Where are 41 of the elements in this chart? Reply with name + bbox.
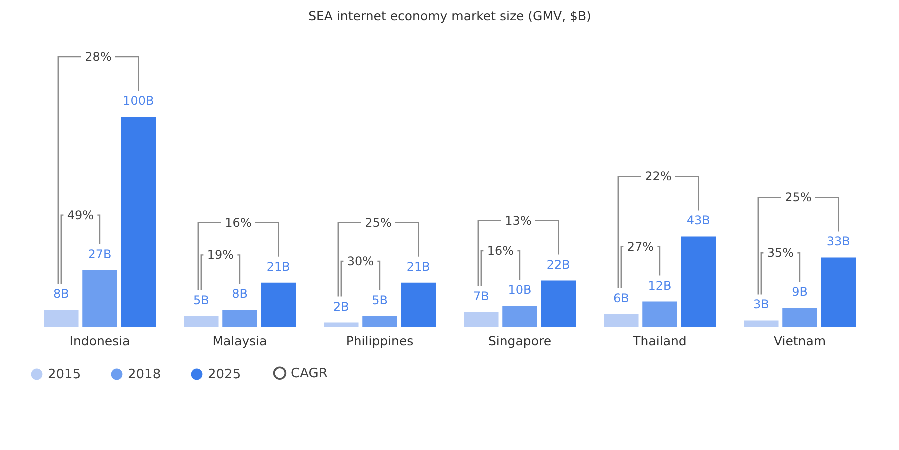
legend-label: 2018 — [128, 368, 162, 382]
annotation: 49% — [67, 208, 94, 222]
data-label: 12B — [648, 278, 672, 293]
data-label: 21B — [406, 260, 430, 274]
annotation: 16% — [487, 244, 514, 258]
data-label: 9B — [792, 285, 808, 300]
text: CAGR — [291, 366, 328, 382]
data-label: 3B — [753, 298, 770, 312]
data-label: 100B — [123, 94, 154, 108]
data-label: 2B — [333, 300, 350, 314]
chart-title: SEA internet economy market size (GMV, $B) — [308, 8, 592, 24]
data-label: 21B — [266, 260, 290, 274]
text: 28% — [85, 50, 112, 64]
data-label: 22B — [546, 258, 570, 272]
annotation: 22% — [645, 170, 672, 184]
annotation: 35% — [767, 246, 794, 260]
x-tick-label: Malaysia — [212, 334, 268, 348]
x-tick-label: Singapore — [488, 334, 552, 348]
data-label: 33B — [826, 234, 850, 249]
annotation: 27% — [627, 240, 654, 254]
data-label: 5B — [193, 294, 210, 308]
annotation: 13% — [505, 214, 532, 228]
legend-label: 2025 — [208, 368, 242, 382]
data-label: 43B — [686, 214, 710, 228]
annotation: 19% — [207, 248, 234, 262]
data-label: 6B — [613, 291, 630, 306]
legend-label: 2015 — [48, 368, 82, 382]
data-label: 7B — [473, 289, 490, 304]
data-label: 27B — [88, 247, 112, 262]
annotation: 16% — [225, 216, 252, 230]
x-tick-label: Vietnam — [774, 334, 826, 348]
data-label: 10B — [508, 283, 532, 297]
annotation: 30% — [347, 254, 374, 268]
annotation: 25% — [365, 216, 392, 230]
data-label: 8B — [232, 287, 248, 302]
data-label: 5B — [372, 294, 388, 308]
x-tick-label: Indonesia — [70, 334, 130, 348]
data-label: 8B — [53, 287, 70, 302]
x-tick-label: Thailand — [632, 334, 687, 348]
annotation: 25% — [785, 190, 812, 205]
x-tick-label: Philippines — [346, 334, 414, 348]
